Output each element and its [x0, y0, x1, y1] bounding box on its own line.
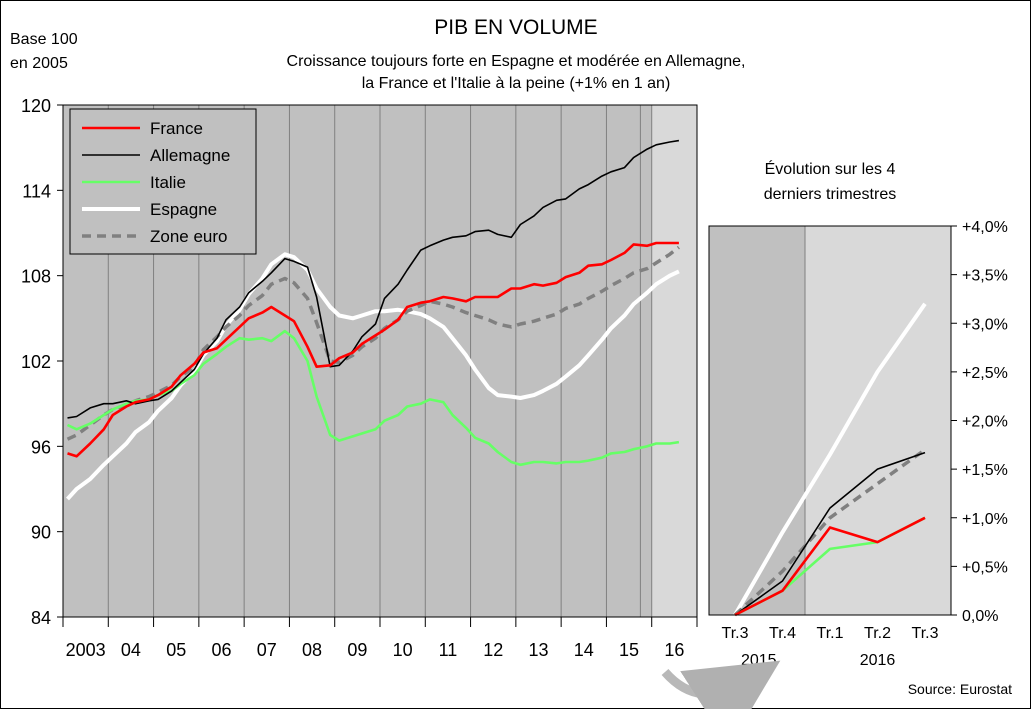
main-x-ticks: 2003 04 05 06 07 08 09 10 11 12 13 14 15 16 — [62, 617, 698, 660]
inset-x-tick-label-2: Tr.1 — [817, 625, 844, 642]
source-label: Source: Eurostat — [908, 681, 1012, 697]
inset-x-tick-label-3: Tr.2 — [864, 625, 891, 642]
inset-title-line1: Évolution sur les 4 — [765, 159, 896, 178]
main-x-tick-label-06: 06 — [211, 640, 231, 660]
legend: France Allemagne Italie Espagne Zone euro — [69, 108, 257, 255]
curved-arrow-icon — [661, 660, 781, 709]
main-plot-2016-highlight — [651, 105, 697, 617]
inset-series-line-espagne — [733, 302, 927, 616]
main-y-tick-label-84: 84 — [31, 608, 51, 628]
y-axis-unit-line2: en 2005 — [10, 55, 68, 72]
main-x-tick-label-11: 11 — [439, 640, 458, 660]
main-y-tick-label-96: 96 — [31, 437, 51, 457]
main-x-tick-label-12: 12 — [483, 640, 503, 660]
main-series-line-zone-euro — [66, 245, 680, 441]
inset-series-lines — [733, 302, 927, 617]
main-title: PIB EN VOLUME — [434, 16, 597, 39]
main-x-tick-label-16: 16 — [664, 640, 684, 660]
main-x-tick-label-14: 14 — [574, 640, 594, 660]
inset-series-line-zone-euro — [733, 448, 927, 617]
main-y-tick-label-114: 114 — [22, 181, 51, 201]
inset-x-tick-label-1: Tr.4 — [769, 625, 796, 642]
main-x-tick-label-13: 13 — [528, 640, 548, 660]
main-x-tick-label-10: 10 — [393, 640, 413, 660]
main-x-tick-label-15: 15 — [619, 640, 639, 660]
main-x-tick-label-09: 09 — [347, 640, 367, 660]
main-y-tick-label-108: 108 — [21, 267, 51, 287]
inset-year-label-2016: 2016 — [860, 652, 896, 669]
main-x-tick-label-2003: 2003 — [66, 640, 106, 660]
main-y-tick-label-90: 90 — [31, 523, 51, 543]
inset-y-tick-label-2: +1,0% — [962, 511, 1008, 528]
main-plot: 84 90 96 102 108 114 120 2003 04 05 06 07 08 09 10 11 1… — [21, 96, 698, 660]
legend-label-italie: Italie — [150, 173, 186, 192]
inset-y-tick-label-4: +2,0% — [962, 414, 1008, 431]
legend-label-france: France — [150, 119, 203, 138]
inset-title-line2: derniers trimestres — [764, 186, 896, 203]
main-x-tick-label-04: 04 — [121, 640, 141, 660]
inset-series-line-allemagne — [734, 451, 926, 616]
main-y-tick-label-102: 102 — [21, 352, 51, 372]
inset-y-tick-label-5: +2,5% — [962, 365, 1008, 382]
main-y-tick-label-120: 120 — [21, 96, 51, 116]
subtitle-line2: la France et l'Italie à la peine (+1% en… — [362, 75, 671, 92]
inset-y-ticks: 0,0% +0,5% +1,0% +1,5% +2,0% +2,5% +3,0% +3,5% +… — [951, 219, 1008, 625]
inset-plot: 0,0% +0,5% +1,0% +1,5% +2,0% +2,5% +3,0% +3,5% +… — [708, 219, 1008, 669]
main-series-line-espagne — [66, 252, 680, 501]
main-series-line-allemagne — [67, 139, 680, 419]
main-y-ticks: 84 90 96 102 108 114 120 — [21, 96, 63, 628]
inset-x-ticks: Tr.3 Tr.4 Tr.1 Tr.2 Tr.3 2015 2016 — [722, 625, 939, 669]
inset-x-tick-label-0: Tr.3 — [722, 625, 749, 642]
legend-label-zone-euro: Zone euro — [150, 227, 228, 246]
legend-label-espagne: Espagne — [150, 200, 217, 219]
subtitle-line1: Croissance toujours forte en Espagne et … — [287, 53, 746, 70]
inset-series-line-france — [734, 516, 926, 617]
inset-y-tick-label-6: +3,0% — [962, 316, 1008, 333]
inset-y-tick-label-8: +4,0% — [962, 219, 1008, 236]
inset-y-tick-label-7: +3,5% — [962, 268, 1008, 285]
inset-y-tick-label-1: +0,5% — [962, 559, 1008, 576]
main-x-tick-label-07: 07 — [257, 640, 277, 660]
inset-y-tick-label-0: 0,0% — [962, 608, 998, 625]
legend-label-allemagne: Allemagne — [150, 146, 230, 165]
main-x-tick-label-08: 08 — [302, 640, 322, 660]
main-series-line-france — [67, 241, 679, 458]
inset-y-tick-label-3: +1,5% — [962, 462, 1008, 479]
y-axis-unit-line1: Base 100 — [10, 31, 78, 48]
main-series-lines — [66, 139, 680, 501]
inset-x-tick-label-4: Tr.3 — [912, 625, 939, 642]
inset-plot-2015-background — [709, 226, 805, 615]
inset-year-label-2015: 2015 — [741, 652, 777, 669]
main-x-tick-label-05: 05 — [166, 640, 186, 660]
